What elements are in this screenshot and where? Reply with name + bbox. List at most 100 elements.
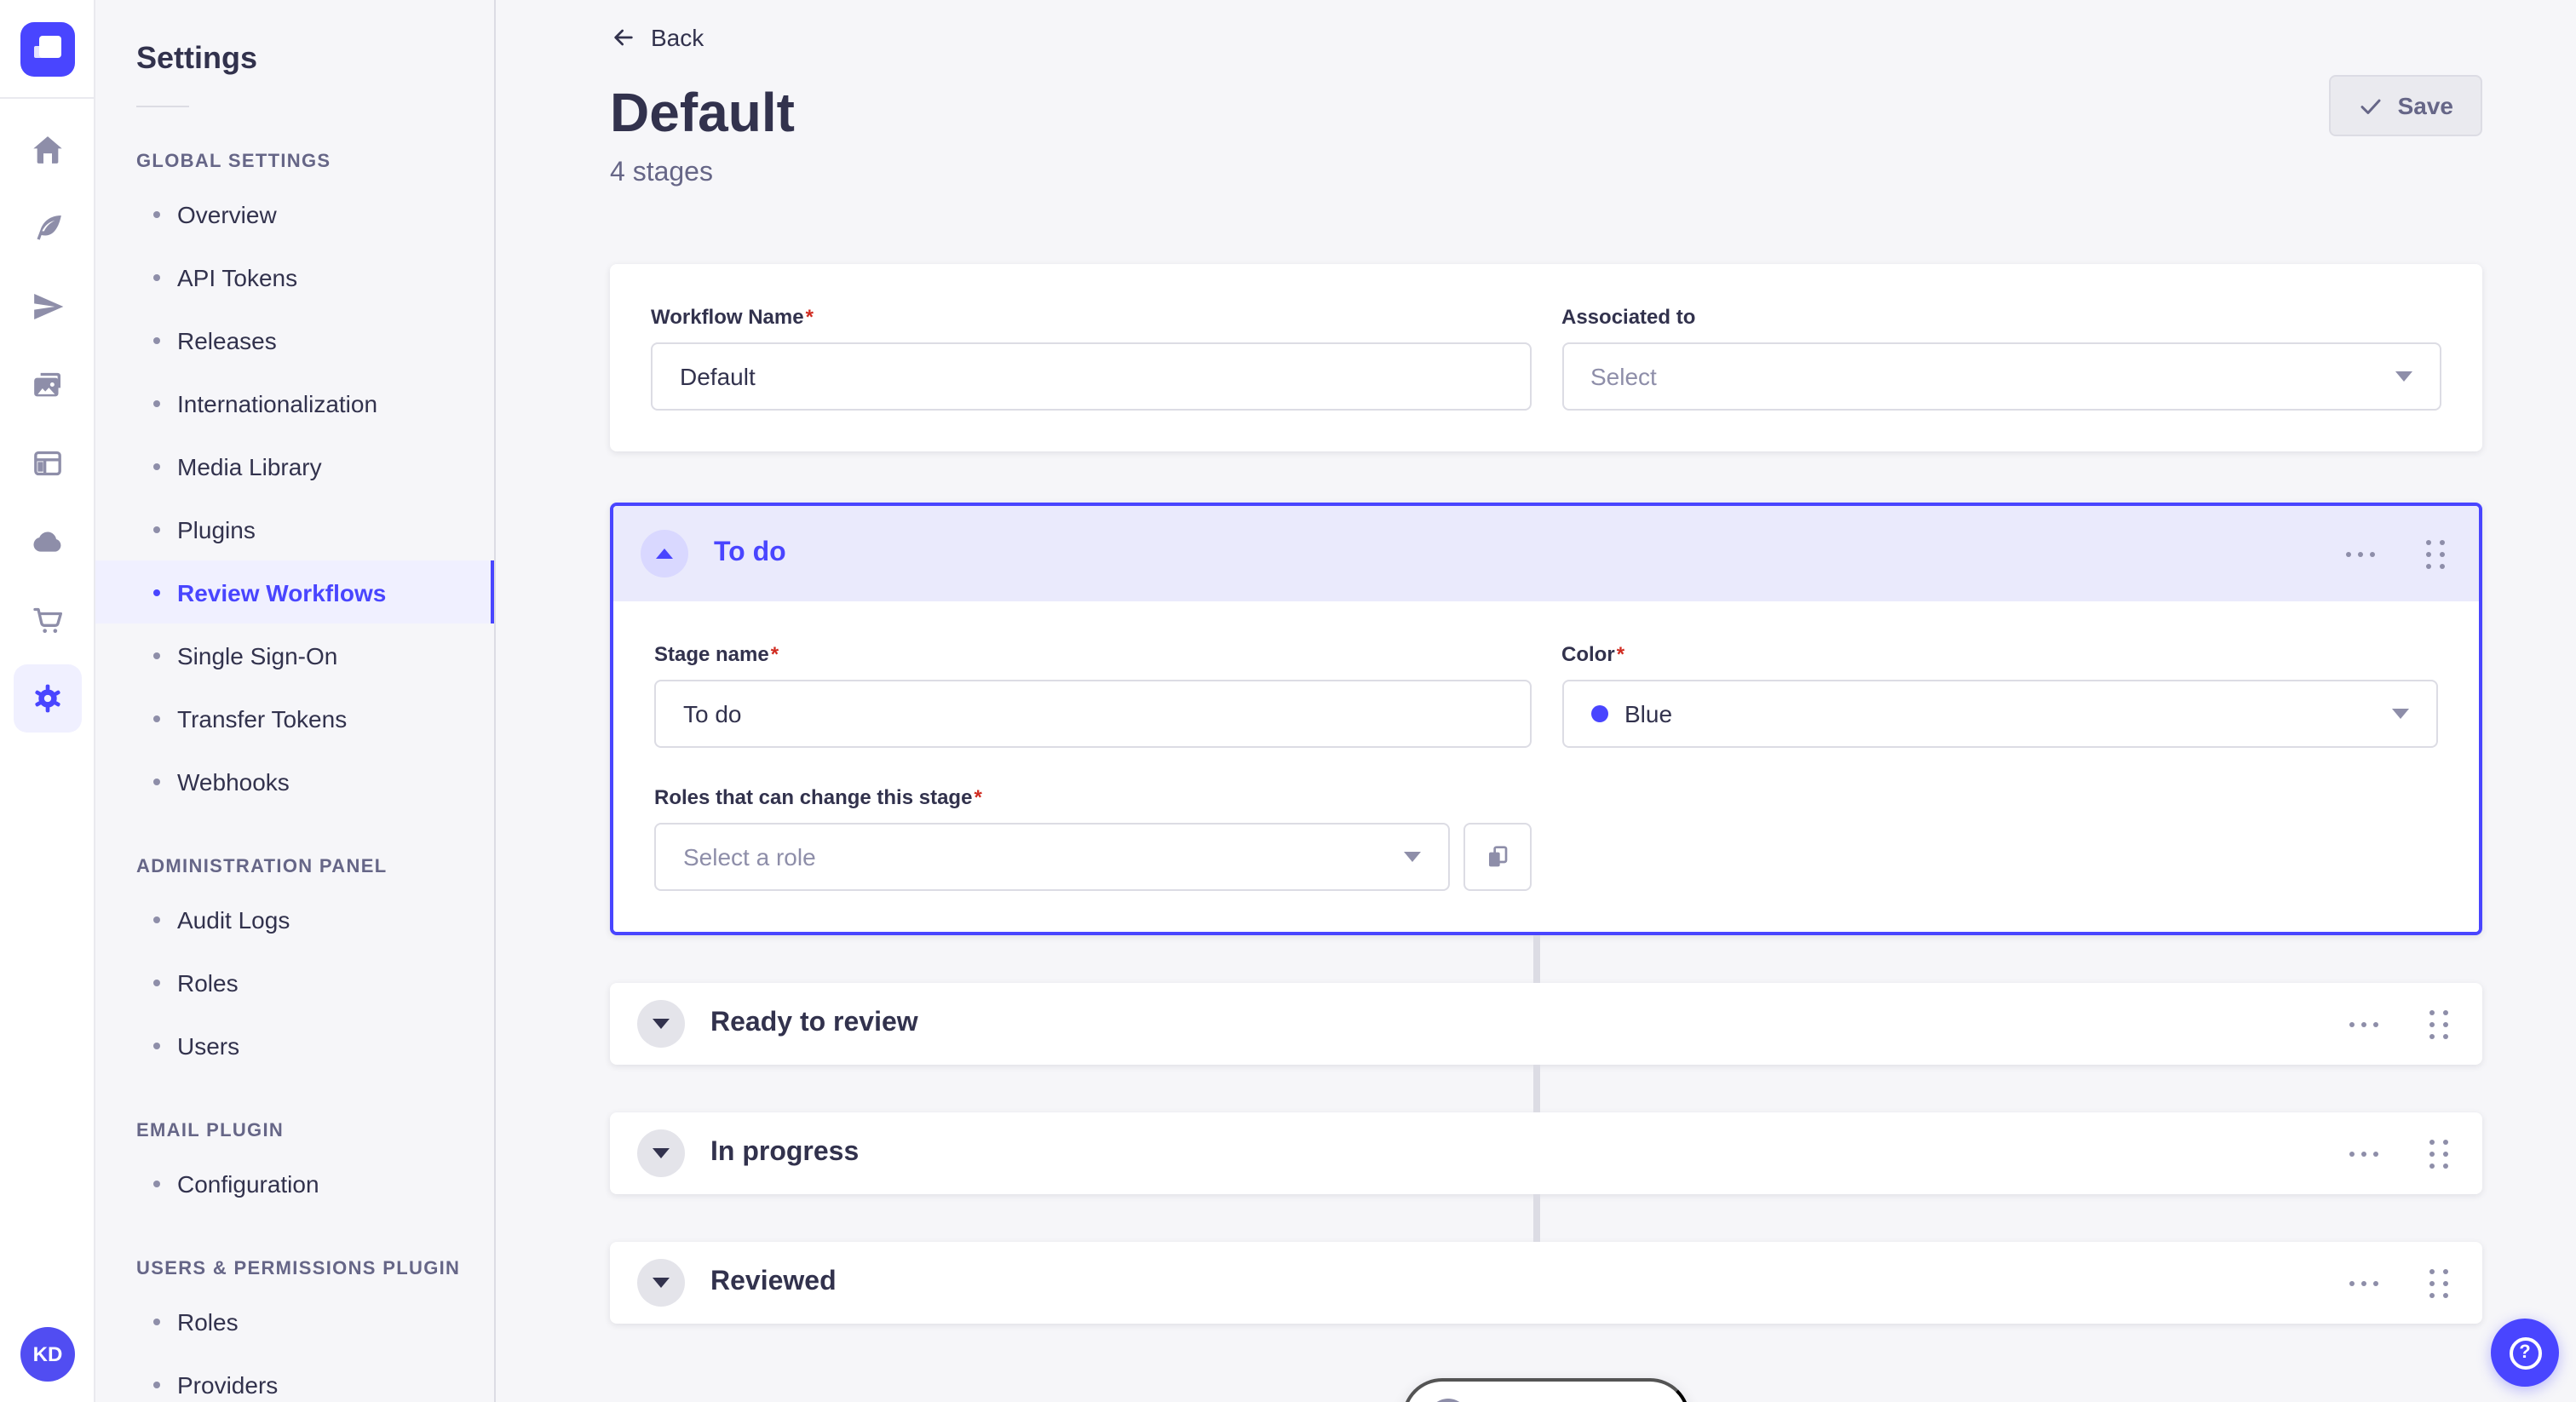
drag-handle-icon[interactable] <box>2419 532 2452 575</box>
cart-icon[interactable] <box>13 586 81 654</box>
section-label-global-settings: GLOBAL SETTINGS <box>136 152 331 172</box>
bullet-icon <box>153 589 160 595</box>
sidebar-item-plugins[interactable]: Plugins <box>95 497 494 560</box>
bullet-icon <box>153 1318 160 1324</box>
stage-name-input[interactable] <box>654 680 1531 748</box>
bullet-icon <box>153 210 160 217</box>
stage-title: Reviewed <box>710 1267 837 1296</box>
stages-list: To do Stage name * <box>610 503 2482 1324</box>
feather-icon[interactable] <box>13 194 81 262</box>
chevron-down-icon <box>653 1148 670 1158</box>
color-select[interactable]: Blue <box>1561 680 2438 748</box>
sidebar-item-transfer-tokens[interactable]: Transfer Tokens <box>95 687 494 750</box>
sidebar-item-overview[interactable]: Overview <box>95 182 494 245</box>
help-button[interactable]: ? <box>2491 1319 2559 1387</box>
associated-to-select[interactable]: Select <box>1561 342 2441 411</box>
section-label-users-permissions-plugin: USERS & PERMISSIONS PLUGIN <box>136 1259 461 1279</box>
roles-field: Roles that can change this stage * Select… <box>654 785 1531 891</box>
associated-to-label: Associated to <box>1561 305 1696 329</box>
main-content: Back Default 4 stages Save Workflow Name… <box>497 0 2576 1402</box>
sidebar-title: Settings <box>136 41 258 75</box>
sidebar-item-single-sign-on[interactable]: Single Sign-On <box>95 623 494 687</box>
bullet-icon <box>153 979 160 985</box>
sidebar-item-label: Users <box>177 1031 240 1059</box>
more-options-icon[interactable] <box>2343 1014 2385 1033</box>
sidebar-item-api-tokens[interactable]: API Tokens <box>95 245 494 308</box>
user-avatar[interactable]: KD <box>20 1327 75 1382</box>
plus-icon: + <box>1427 1398 1469 1402</box>
bullet-icon <box>153 1180 160 1187</box>
chevron-down-icon <box>653 1278 670 1288</box>
save-label: Save <box>2397 92 2453 119</box>
color-label: Color * <box>1561 642 1625 666</box>
stage-header[interactable]: Reviewed <box>610 1242 2482 1324</box>
gear-icon[interactable] <box>13 664 81 733</box>
back-link[interactable]: Back <box>610 24 704 51</box>
stage-header[interactable]: In progress <box>610 1112 2482 1194</box>
bullet-icon <box>153 399 160 406</box>
chevron-down-icon <box>1403 852 1420 862</box>
stage-title: Ready to review <box>710 1008 918 1037</box>
sidebar-item-label: Roles <box>177 1307 239 1335</box>
send-icon[interactable] <box>13 273 81 341</box>
bullet-icon <box>153 778 160 784</box>
sidebar-item-admin-roles[interactable]: Roles <box>95 951 494 1014</box>
strapi-logo[interactable] <box>20 21 74 76</box>
expand-stage-button[interactable] <box>637 1129 685 1177</box>
bullet-icon <box>153 916 160 922</box>
stage-header[interactable]: To do <box>613 506 2479 601</box>
stage-body: Stage name* Color* Blue <box>613 601 2479 932</box>
expand-stage-button[interactable] <box>637 1259 685 1307</box>
more-options-icon[interactable] <box>2343 1144 2385 1163</box>
more-options-icon[interactable] <box>2343 1273 2385 1292</box>
drag-handle-icon[interactable] <box>2423 1261 2455 1304</box>
cloud-icon[interactable] <box>13 508 81 576</box>
expand-stage-button[interactable] <box>637 1000 685 1048</box>
media-icon[interactable] <box>13 351 81 419</box>
sidebar-item-configuration[interactable]: Configuration <box>95 1152 494 1215</box>
bullet-icon <box>153 652 160 658</box>
duplicate-stage-button[interactable] <box>1463 823 1531 891</box>
back-label: Back <box>651 24 704 51</box>
stage-header[interactable]: Ready to review <box>610 983 2482 1065</box>
stage-title: In progress <box>710 1138 860 1167</box>
add-new-stage-button[interactable]: + Add new stage <box>1401 1378 1691 1402</box>
select-placeholder: Select <box>1590 363 1657 390</box>
layout-icon[interactable] <box>13 429 81 497</box>
main-nav-rail: KD <box>0 0 95 1402</box>
more-options-icon[interactable] <box>2339 544 2382 563</box>
sidebar-item-label: Plugins <box>177 515 256 543</box>
sidebar-item-releases[interactable]: Releases <box>95 308 494 371</box>
sidebar-item-providers[interactable]: Providers <box>95 1353 494 1402</box>
drag-handle-icon[interactable] <box>2423 1003 2455 1045</box>
sidebar-item-label: Overview <box>177 200 277 227</box>
save-button[interactable]: Save <box>2329 75 2482 136</box>
page-title: Default <box>610 82 795 143</box>
collapse-stage-button[interactable] <box>641 530 688 577</box>
stage-card-reviewed: Reviewed <box>610 1194 2482 1324</box>
workflow-meta-card: Workflow Name* Associated to Select <box>610 264 2482 451</box>
roles-select[interactable]: Select a role <box>654 823 1449 891</box>
sidebar-item-media-library[interactable]: Media Library <box>95 434 494 497</box>
sidebar-item-up-roles[interactable]: Roles <box>95 1290 494 1353</box>
question-mark-icon: ? <box>2509 1336 2541 1369</box>
sidebar-item-review-workflows[interactable]: Review Workflows <box>95 560 494 623</box>
required-asterisk: * <box>1616 642 1625 666</box>
chevron-down-icon <box>2392 709 2409 719</box>
sidebar-item-audit-logs[interactable]: Audit Logs <box>95 888 494 951</box>
bullet-icon <box>153 715 160 721</box>
stage-title: To do <box>714 538 786 567</box>
sidebar-item-webhooks[interactable]: Webhooks <box>95 750 494 813</box>
copy-icon <box>1488 846 1507 867</box>
bullet-icon <box>153 336 160 343</box>
sidebar-item-label: API Tokens <box>177 263 298 290</box>
sidebar-item-label: Internationalization <box>177 389 378 417</box>
drag-handle-icon[interactable] <box>2423 1132 2455 1175</box>
sidebar-item-internationalization[interactable]: Internationalization <box>95 371 494 434</box>
sidebar-item-users[interactable]: Users <box>95 1014 494 1077</box>
workflow-name-input[interactable] <box>651 342 1531 411</box>
settings-sidebar: Settings GLOBAL SETTINGS Overview API To… <box>95 0 496 1402</box>
stage-card-to-do: To do Stage name * <box>610 503 2482 935</box>
sidebar-item-label: Releases <box>177 326 277 353</box>
home-icon[interactable] <box>13 116 81 184</box>
